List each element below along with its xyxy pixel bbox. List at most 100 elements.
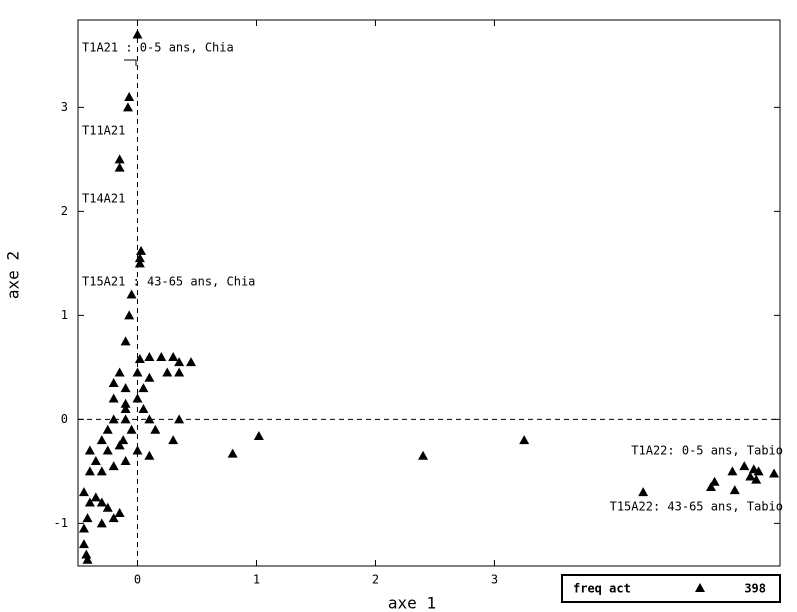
point — [102, 424, 113, 434]
point — [168, 435, 179, 445]
point — [122, 102, 133, 112]
y-tick-label: 0 — [61, 412, 68, 426]
point — [120, 455, 131, 465]
point — [114, 162, 125, 172]
point — [253, 431, 264, 440]
point — [120, 414, 131, 424]
legend-box — [561, 574, 781, 603]
annotation: T15A21 : 43-65 ans, Chia — [82, 275, 255, 289]
x-tick-label: 1 — [253, 573, 260, 587]
y-axis-label: axe 2 — [4, 251, 23, 299]
point — [136, 245, 147, 255]
point — [108, 461, 119, 471]
point — [753, 466, 764, 476]
point — [108, 377, 119, 387]
legend-marker — [695, 583, 705, 592]
point — [84, 466, 95, 476]
point — [81, 549, 92, 559]
point — [120, 403, 131, 413]
annotation: T11A21 — [82, 124, 125, 138]
point — [114, 440, 125, 450]
x-tick-label: 2 — [372, 573, 379, 587]
point — [168, 351, 179, 361]
point — [638, 487, 649, 497]
point — [96, 518, 107, 528]
point — [186, 357, 197, 367]
point — [120, 383, 131, 393]
point — [138, 383, 149, 393]
point — [90, 492, 101, 502]
point — [174, 414, 185, 424]
point — [727, 466, 738, 476]
point — [96, 466, 107, 476]
bracket — [124, 59, 137, 66]
y-tick-label: 1 — [61, 308, 68, 322]
point — [227, 448, 238, 458]
y-tick-label: -1 — [54, 516, 68, 530]
point — [124, 310, 135, 320]
point — [84, 497, 95, 507]
point — [114, 154, 125, 164]
point — [78, 487, 89, 497]
point — [709, 476, 720, 486]
point — [90, 455, 101, 465]
point — [751, 474, 762, 484]
annotation: T14A21 — [82, 192, 125, 206]
legend-count: 398 — [744, 582, 766, 596]
point — [120, 336, 131, 346]
point — [96, 497, 107, 507]
annotation: T1A21 : 0-5 ans, Chia — [82, 41, 234, 55]
point — [108, 414, 119, 424]
annotation: T15A22: 43-65 ans, Tabio — [610, 500, 783, 514]
point — [739, 461, 750, 471]
point — [150, 424, 161, 434]
point — [144, 351, 155, 361]
point — [418, 450, 429, 460]
point — [132, 367, 143, 377]
y-tick-label: 2 — [61, 204, 68, 218]
point — [108, 513, 119, 523]
x-tick-label: 0 — [134, 573, 141, 587]
point — [126, 289, 137, 299]
point — [745, 471, 756, 481]
point — [82, 513, 93, 523]
point — [78, 523, 89, 533]
point — [132, 445, 143, 455]
x-tick-label: 3 — [491, 573, 498, 587]
point — [769, 468, 780, 478]
point — [174, 357, 185, 367]
point — [132, 29, 143, 39]
point — [132, 393, 143, 403]
point — [705, 481, 716, 491]
point — [114, 507, 125, 517]
point — [82, 554, 93, 564]
point — [120, 398, 131, 408]
point — [134, 354, 145, 364]
point — [144, 414, 155, 424]
point — [118, 435, 129, 445]
point — [124, 91, 135, 101]
point — [144, 450, 155, 460]
point — [729, 485, 740, 495]
point — [162, 367, 173, 377]
plot-frame — [77, 19, 781, 567]
point — [174, 367, 185, 377]
point — [114, 367, 125, 377]
point — [108, 393, 119, 403]
annotation: T1A22: 0-5 ans, Tabio — [631, 444, 783, 458]
point — [78, 539, 89, 549]
point — [144, 372, 155, 382]
x-axis-label: axe 1 — [388, 594, 436, 612]
point — [102, 445, 113, 455]
point — [138, 403, 149, 413]
point — [134, 253, 145, 263]
point — [102, 502, 113, 512]
point — [84, 445, 95, 455]
point — [519, 435, 530, 445]
point — [126, 424, 137, 434]
point — [96, 435, 107, 445]
y-tick-label: 3 — [61, 100, 68, 114]
point — [156, 351, 167, 361]
legend-label: freq act — [573, 582, 631, 596]
